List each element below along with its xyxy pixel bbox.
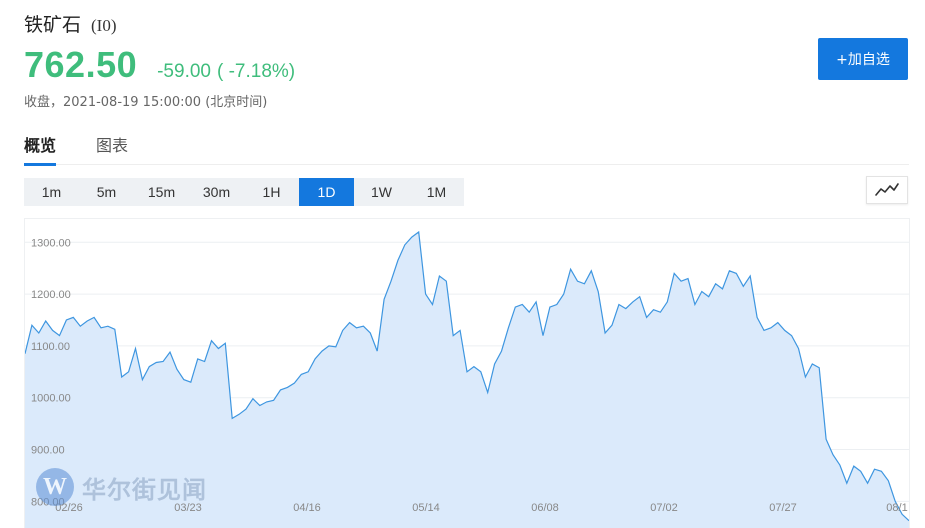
price-line [25,230,909,522]
line-chart-icon [875,183,899,196]
x-tick-label: 02/26 [55,502,83,514]
add-to-watchlist-button[interactable]: +加自选 [818,38,908,80]
x-tick-label: 07/27 [769,502,797,514]
period-30m[interactable]: 30m [202,184,231,200]
y-tick-label: 1300.00 [31,237,71,249]
period-15m[interactable]: 15m [147,184,176,200]
x-tick-label: 03/23 [174,502,202,514]
watermark-text: 华尔街见闻 [82,474,207,504]
y-tick-label: 900.00 [31,445,65,457]
y-tick-label: 1200.00 [31,289,71,301]
market-status: 收盘，2021-08-19 15:00:00 (北京时间) [24,95,268,110]
price-change: -59.00 [157,61,211,82]
y-tick-label: 1100.00 [31,341,70,353]
x-tick-label: 07/02 [650,502,678,514]
price-chart[interactable]: 800.00900.001000.001100.001200.001300.00… [24,218,910,528]
price-change-percent: ( -7.18%) [216,61,296,82]
tab-bar: 概览 图表 [24,132,909,166]
x-tick-label: 06/08 [531,502,559,514]
x-tick-label: 05/14 [412,502,440,514]
chart-type-button[interactable] [866,176,908,204]
period-5m[interactable]: 5m [96,184,117,200]
instrument-title: 铁矿石 (I0) [24,10,117,37]
period-1m[interactable]: 1m [41,184,62,200]
instrument-name: 铁矿石 [24,14,82,36]
tab-chart[interactable]: 图表 [96,136,129,155]
x-tick-label: 04/16 [293,502,321,514]
price-area [25,232,909,528]
watermark-logo: W [36,468,74,506]
period-1w[interactable]: 1W [371,184,392,200]
period-selector: 1m 5m 15m 30m 1H 1D 1W 1M [24,178,464,206]
y-tick-label: 1000.00 [31,393,71,405]
price-row: 762.50 -59.00 ( -7.18%) [24,44,295,86]
period-1h[interactable]: 1H [262,184,281,200]
price-chart-svg: 800.00900.001000.001100.001200.001300.00… [25,230,909,528]
instrument-code: (I0) [91,16,117,35]
last-price: 762.50 [24,44,138,85]
period-1d[interactable]: 1D [299,178,354,206]
watermark: W 华尔街见闻 [36,468,207,506]
tab-overview[interactable]: 概览 [24,132,57,166]
x-tick-label: 08/1 [886,502,907,514]
period-1mo[interactable]: 1M [426,184,447,200]
